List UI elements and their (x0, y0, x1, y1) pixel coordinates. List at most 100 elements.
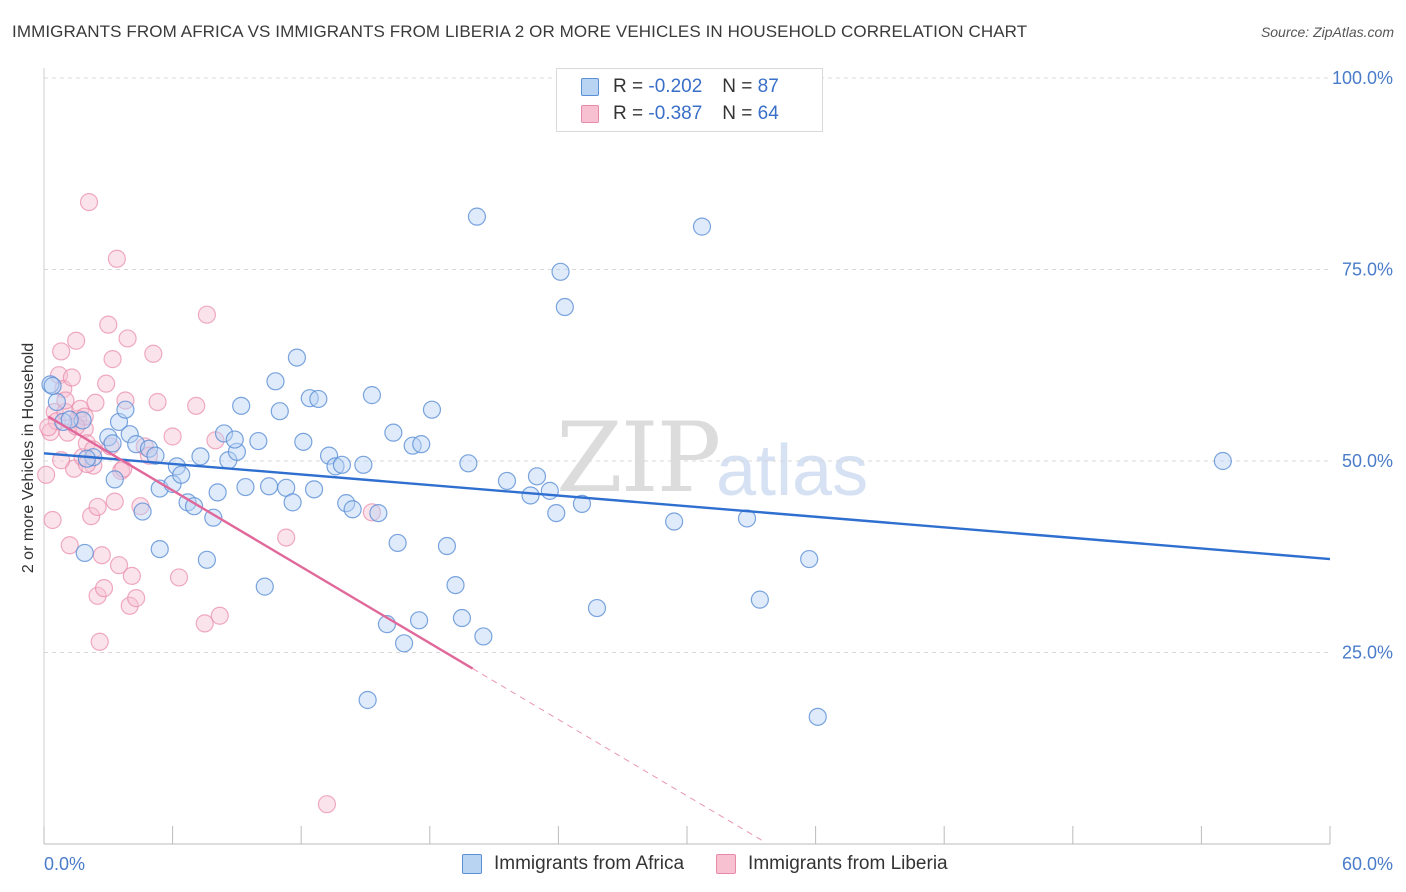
liberia-point (79, 192, 99, 212)
legend-row-africa: R = -0.202 N = 87 (581, 75, 779, 99)
africa-point (527, 467, 547, 486)
africa-point (422, 400, 442, 419)
africa-point (75, 543, 94, 563)
liberia-point (67, 331, 86, 350)
n-value: 87 (757, 76, 779, 97)
africa-point (497, 471, 517, 491)
africa-point (521, 486, 540, 505)
africa-point (309, 389, 328, 409)
africa-point (77, 449, 96, 468)
africa-point (167, 457, 186, 476)
africa-point (394, 634, 414, 653)
africa-point (1213, 451, 1232, 471)
liberia-trend-line (47, 415, 474, 670)
africa-point (259, 477, 279, 496)
trend-lines (43, 415, 1331, 843)
liberia-point (148, 392, 167, 412)
liberia-points (37, 192, 382, 814)
liberia-point (277, 528, 296, 547)
africa-point (270, 402, 289, 421)
liberia-point (144, 344, 163, 363)
axis-labels: 25.0% 50.0% 75.0% 100.0% 0.0% 60.0% 2 or more … (20, 68, 1393, 874)
africa-point (283, 493, 302, 512)
africa-legend-swatch (462, 854, 482, 874)
africa-point (232, 396, 251, 415)
correlation-legend: R = -0.202 N = 87 R = -0.387 N = 64 (556, 68, 823, 132)
legend-item-africa: Immigrants from Africa (462, 853, 684, 875)
africa-point (409, 611, 429, 630)
africa-point (294, 432, 313, 451)
liberia-point (90, 632, 109, 651)
africa-point (555, 297, 574, 317)
liberia-point (127, 589, 146, 608)
liberia-point (92, 546, 111, 565)
africa-point (214, 424, 234, 443)
n-value: 64 (757, 103, 779, 124)
africa-point (133, 502, 152, 521)
africa-point (547, 503, 566, 523)
africa-point (446, 575, 465, 595)
africa-point (105, 470, 124, 489)
source-credit: Source: ZipAtlas.com (1260, 24, 1394, 40)
liberia-point (139, 446, 159, 465)
africa-point (362, 386, 382, 405)
africa-point (808, 707, 827, 726)
africa-point (587, 598, 607, 618)
liberia-point (103, 350, 122, 369)
liberia-trend-extension (472, 668, 765, 843)
y-tick-label: 100.0% (1332, 68, 1393, 88)
africa-point (197, 550, 216, 569)
africa-point (332, 455, 352, 474)
legend-item-liberia: Immigrants from Liberia (716, 853, 948, 875)
grid-lines (44, 77, 1330, 653)
liberia-point (210, 606, 229, 625)
liberia-swatch (581, 105, 599, 123)
africa-point (384, 423, 403, 442)
africa-point (692, 217, 712, 236)
africa-point (326, 457, 345, 476)
r-value: -0.202 (648, 76, 703, 97)
y-tick-label: 50.0% (1342, 451, 1393, 471)
liberia-point (169, 568, 189, 587)
liberia-point (122, 566, 141, 586)
africa-point (369, 503, 388, 523)
africa-point (266, 372, 285, 391)
africa-point (452, 608, 472, 628)
liberia-point (94, 579, 114, 598)
africa-point (750, 590, 769, 609)
liberia-point (116, 391, 135, 410)
legend-row-liberia: R = -0.387 N = 64 (581, 102, 779, 126)
y-tick-label: 75.0% (1342, 260, 1393, 280)
africa-point (116, 400, 135, 419)
africa-point (572, 494, 592, 513)
africa-point (800, 549, 819, 569)
africa-point (304, 480, 324, 499)
liberia-legend-swatch (716, 854, 737, 874)
x-tick-label: 60.0% (1342, 854, 1393, 874)
watermark-atlas: atlas (716, 431, 869, 511)
r-label: R = (613, 103, 644, 124)
liberia-point (43, 510, 62, 530)
liberia-point (99, 315, 118, 334)
africa-point (437, 536, 457, 556)
liberia-point (37, 465, 56, 484)
n-label: N = (722, 76, 753, 97)
liberia-point (105, 492, 124, 511)
x-tick-label: 0.0% (44, 854, 85, 874)
liberia-point (109, 556, 129, 575)
africa-point (474, 627, 493, 646)
y-axis-title: 2 or more Vehicles in Household (20, 343, 37, 573)
africa-point (139, 439, 159, 458)
africa-point (319, 446, 339, 465)
africa-point (43, 376, 62, 396)
n-label: N = (722, 103, 753, 124)
r-label: R = (613, 76, 644, 97)
africa-trend-line (43, 452, 1331, 561)
liberia-point (163, 427, 182, 446)
africa-point (73, 411, 92, 430)
africa-point (172, 465, 191, 484)
africa-point (665, 512, 684, 531)
africa-point (47, 392, 66, 412)
africa-point (551, 262, 570, 281)
